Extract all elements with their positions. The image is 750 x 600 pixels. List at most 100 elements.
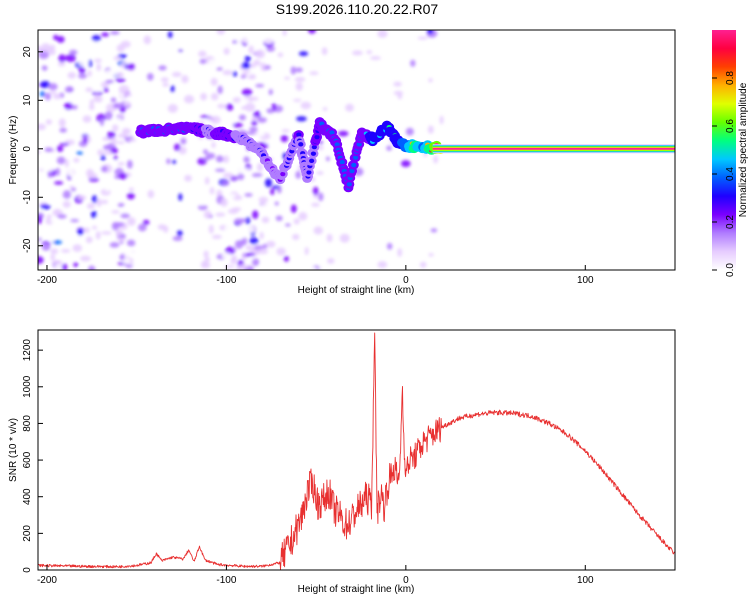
spectrogram-noise-cell (210, 92, 219, 101)
spectrogram-noise-cell (244, 102, 256, 112)
spectrogram-noise-cell (92, 84, 103, 93)
snr-y-axis: 0 200 400 600 800 1000 1200 (22, 339, 43, 573)
spectrogram-noise-cell (54, 208, 60, 216)
spectrogram-noise-cell (87, 59, 93, 68)
spectrogram-noise-cell (50, 253, 56, 261)
spectrogram-noise-cell (93, 58, 103, 63)
snr-y-tick-label: 0 (22, 567, 33, 573)
spectrogram-noise-cell (80, 266, 85, 270)
spectrogram-noise-cell (240, 74, 247, 79)
spectrogram-noise-cell (83, 227, 91, 234)
spectrogram-noise-cell (386, 242, 393, 250)
spectrogram-noise-cell (89, 227, 96, 235)
spectrogram-noise-cell (232, 71, 238, 77)
spectrogram-noise-cell (218, 240, 225, 247)
spectrogram-noise-cell (54, 181, 64, 185)
spectrogram-noise-cell (363, 233, 371, 239)
spectrogram-noise-cell (111, 83, 117, 88)
spectrogram-noise-cell (116, 162, 126, 166)
spectrogram-noise-cell (264, 178, 273, 188)
spectrogram-noise-cell (202, 157, 211, 161)
spectrogram-noise-cell (91, 195, 98, 204)
spectrogram-noise-cell (241, 62, 251, 70)
spectrogram-noise-cell (433, 155, 439, 164)
spectrogram-noise-cell (152, 141, 160, 150)
spectrogram-noise-cell (241, 34, 249, 44)
spectrogram-noise-cell (51, 260, 63, 265)
spectrogram-ridge-core (296, 132, 302, 137)
spectrogram-noise-cell (275, 215, 283, 221)
snr-panel: -200 -100 0 100 0 200 400 600 800 1000 1200 Heigh… (8, 329, 676, 595)
spectrogram-noise-cell (120, 40, 131, 48)
spectrogram-noise-cell (248, 45, 254, 54)
colorbar-tick-label: 0.6 (725, 119, 736, 133)
spectrogram-noise-cell (44, 92, 51, 101)
spectrogram-noise-cell (295, 67, 303, 73)
spectrogram-noise-cell (74, 235, 85, 243)
spectrogram-noise-cell (146, 72, 154, 81)
snr-y-tick-label: 200 (22, 525, 33, 542)
spectrogram-noise-cell (257, 116, 267, 123)
spectrogram-noise-cell (39, 91, 46, 97)
spectrogram-noise-cell (143, 35, 152, 45)
spectrogram-noise-cell (221, 252, 232, 260)
spectrogram-noise-cell (243, 156, 251, 163)
spectrogram-noise-cell (174, 42, 185, 50)
spectrogram-noise-cell (270, 188, 275, 196)
spectrogram-noise-cell (110, 30, 120, 35)
spectrogram-noise-cell (101, 97, 108, 102)
spectrogram-noise-cell (126, 239, 136, 247)
spectrogram-noise-cell (203, 210, 212, 219)
spectrogram-noise-cell (248, 74, 256, 79)
spectrogram-noise-cell (38, 237, 42, 242)
spectrogram-ridge-core (309, 158, 315, 164)
spectrogram-noise-cell (39, 204, 51, 210)
spectrogram-noise-cell (259, 62, 266, 68)
spectrogram-noise-cell (245, 245, 254, 251)
spectrogram-y-label: Frequency (Hz) (8, 116, 19, 185)
spectrogram-noise-cell (38, 256, 44, 264)
snr-plot-area (38, 330, 675, 570)
spectrogram-x-tick-label: -100 (216, 275, 236, 286)
spectrogram-noise-cell (56, 35, 65, 43)
spectrogram-noise-cell (216, 30, 226, 35)
spectrogram-noise-cell (203, 118, 213, 126)
spectrogram-noise-cell (428, 78, 433, 83)
spectrogram-noise-cell (112, 124, 119, 132)
spectrogram-noise-cell (256, 162, 264, 172)
spectrogram-noise-cell (58, 54, 66, 63)
spectrogram-noise-cell (326, 233, 333, 243)
spectrogram-x-tick-label: 100 (577, 275, 594, 286)
spectrogram-noise-cell (223, 155, 229, 164)
spectrogram-noise-cell (178, 193, 183, 201)
spectrogram-noise-cell (180, 137, 187, 145)
spectrogram-noise-cell (147, 190, 155, 199)
spectrogram-noise-cell (137, 223, 147, 232)
spectrogram-noise-cell (281, 129, 290, 133)
spectrogram-noise-cell (61, 248, 71, 253)
spectrogram-noise-cell (232, 159, 240, 168)
spectrogram-noise-cell (280, 134, 289, 143)
spectrogram-noise-cell (104, 184, 110, 192)
spectrogram-noise-cell (76, 151, 83, 155)
spectrogram-y-tick-label: -20 (22, 238, 33, 253)
spectrogram-noise-cell (197, 204, 208, 211)
spectrogram-noise-cell (249, 126, 258, 132)
spectrogram-noise-cell (295, 82, 303, 91)
spectrogram-noise-cell (210, 77, 218, 86)
spectrogram-noise-cell (221, 180, 230, 186)
spectrogram-noise-cell (339, 233, 350, 243)
spectrogram-noise-cell (312, 186, 319, 196)
spectrogram-noise-cell (100, 165, 108, 173)
spectrogram-noise-cell (208, 112, 216, 117)
spectrogram-ridge-core (314, 134, 320, 140)
spectrogram-noise-cell (244, 252, 256, 257)
spectrogram-noise-cell (270, 96, 280, 101)
spectrogram-noise-cell (58, 61, 66, 67)
spectrogram-noise-cell (96, 63, 102, 72)
spectrogram-noise-cell (99, 118, 105, 127)
spectrogram-noise-cell (91, 225, 98, 230)
spectrogram-noise-cell (255, 83, 265, 88)
spectrogram-noise-cell (62, 190, 72, 200)
spectrogram-noise-cell (260, 202, 270, 207)
